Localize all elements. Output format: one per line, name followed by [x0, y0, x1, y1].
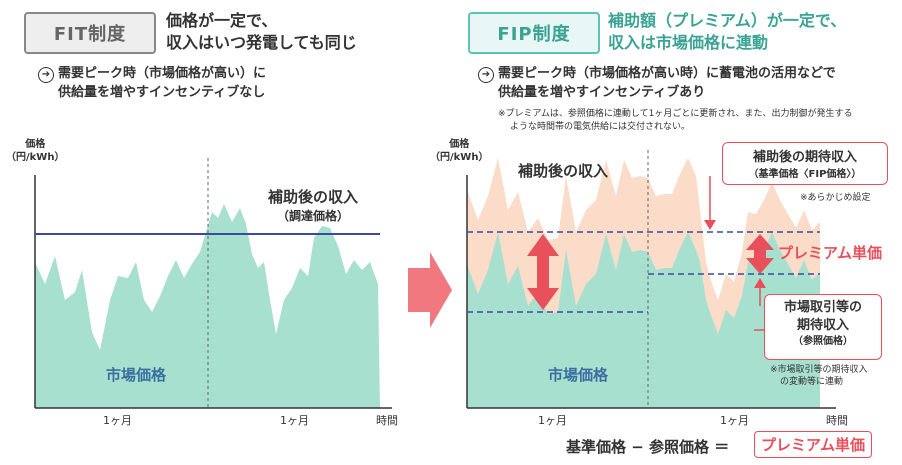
- fit-badge: FIT制度: [24, 12, 156, 54]
- fit-heading-line1: 価格が一定で、: [166, 11, 278, 30]
- fip-linked-note-line2: の変動等に連動: [780, 377, 844, 387]
- double-arrow-icon: [527, 234, 559, 310]
- fit-heading-line2: 収入はいつ発電しても同じ: [166, 33, 357, 52]
- fit-bullet-line1: 需要ピーク時（市場価格が高い）に: [58, 66, 267, 81]
- fit-after-subsidy-label: 補助後の収入 （調達価格）: [268, 186, 358, 224]
- fit-after-subsidy-text: 補助後の収入: [268, 188, 359, 206]
- fit-x-tick-2: 1ヶ月: [280, 414, 309, 427]
- fip-y-axis-label: 価格 （円/kWh）: [430, 138, 488, 164]
- fit-bullet-line2: 供給量を増やすインセンティブなし: [58, 85, 266, 100]
- fip-y-label-line2: （円/kWh）: [430, 152, 489, 163]
- fip-linked-note: ※市場取引等の期待収入 の変動等に連動: [770, 364, 868, 388]
- fip-x-axis-label: 時間: [826, 414, 848, 427]
- fit-bullet: ➔ 需要ピーク時（市場価格が高い）に 供給量を増やすインセンティブなし: [38, 64, 266, 102]
- fip-market-expected-callout: 市場取引等の 期待収入 （参照価格）: [764, 294, 882, 360]
- fip-after-subsidy-label: 補助後の収入: [518, 162, 609, 180]
- fip-formula-left: 基準価格 − 参照価格 ＝: [566, 438, 730, 456]
- arrow-bullet-icon: ➔: [478, 67, 494, 83]
- fit-market-price-label: 市場価格: [106, 366, 167, 384]
- fip-market-expected-line3: （参照価格）: [793, 336, 853, 347]
- arrow-bullet-icon: ➔: [38, 67, 54, 83]
- fip-bullet-line2: 供給量を増やすインセンティブあり: [498, 85, 706, 100]
- fip-x-tick-1: 1ヶ月: [538, 414, 567, 427]
- fip-market-expected-line1: 市場取引等の: [783, 300, 862, 315]
- fip-premium-note: ※プレミアムは、参照価格に連動して1ヶ月ごとに更新され、また、出力制御が発生する…: [498, 108, 852, 134]
- fit-y-axis-label: 価格 （円/kWh）: [6, 138, 64, 164]
- fip-y-label-line1: 価格: [449, 139, 470, 150]
- double-arrow-icon: [746, 234, 774, 274]
- fip-expected-income-line1: 補助後の期待収入: [752, 150, 857, 165]
- fip-market-price-area: [467, 232, 820, 408]
- fit-market-price-area: [35, 204, 380, 408]
- fit-y-label-line2: （円/kWh）: [6, 152, 65, 163]
- fip-note-line1: ※プレミアムは、参照価格に連動して1ヶ月ごとに更新され、また、出力制御が発生する: [498, 109, 853, 119]
- big-arrow-right-icon: [408, 252, 452, 328]
- fit-heading: 価格が一定で、 収入はいつ発電しても同じ: [166, 10, 357, 54]
- fip-formula-premium: プレミアム単価: [754, 431, 872, 458]
- fip-x-tick-2: 1ヶ月: [720, 414, 749, 427]
- fip-heading-line1: 補助額（プレミアム）が一定で、: [608, 11, 847, 30]
- fip-note-line2: ような時間帯の電気供給には交付されない。: [510, 122, 691, 132]
- fip-market-price-label: 市場価格: [548, 366, 609, 384]
- fip-expected-income-callout: 補助後の期待収入 （基準価格〈FIP価格〉）: [722, 142, 888, 185]
- fip-market-expected-arrowhead: [754, 278, 766, 288]
- fip-premium-label: プレミアム単価: [778, 244, 882, 262]
- fip-bullet: ➔ 需要ピーク時（市場価格が高い時）に蓄電池の活用などで 供給量を増やすインセンテ…: [478, 64, 836, 102]
- fip-heading: 補助額（プレミアム）が一定で、 収入は市場価格に連動: [608, 10, 846, 54]
- fip-heading-line2: 収入は市場価格に連動: [608, 33, 769, 52]
- fip-preset-note: ※あらかじめ設定: [800, 193, 871, 203]
- fip-expected-income-line2: （基準価格〈FIP価格〉）: [748, 169, 862, 180]
- fip-expected-income-arrowhead: [704, 220, 716, 230]
- fit-x-tick-1: 1ヶ月: [103, 414, 132, 427]
- fip-linked-note-line1: ※市場取引等の期待収入: [770, 365, 868, 375]
- fit-y-label-line1: 価格: [25, 139, 46, 150]
- fit-after-subsidy-sub: （調達価格）: [277, 209, 350, 223]
- fip-bullet-line1: 需要ピーク時（市場価格が高い時）に蓄電池の活用などで: [498, 66, 836, 81]
- fip-market-expected-line2: 期待収入: [796, 318, 849, 333]
- fip-badge: FIP制度: [468, 12, 600, 54]
- fit-x-axis-label: 時間: [376, 414, 398, 427]
